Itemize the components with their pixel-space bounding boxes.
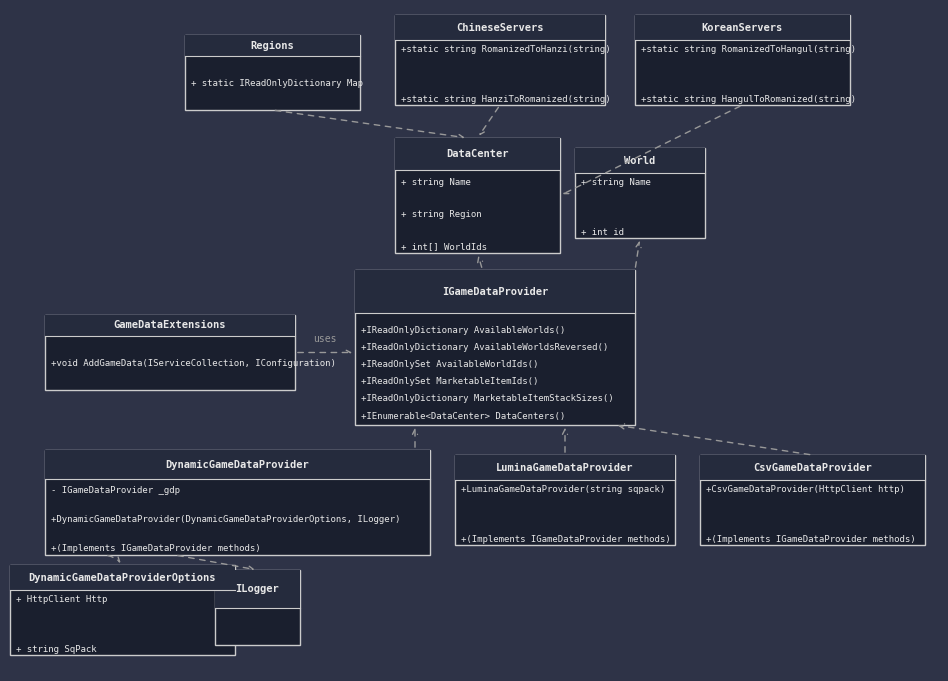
Bar: [395, 15, 605, 40]
Bar: [355, 270, 635, 425]
Text: - IGameDataProvider _gdp: - IGameDataProvider _gdp: [51, 486, 180, 495]
Bar: [45, 315, 295, 390]
Text: +IEnumerable<DataCenter> DataCenters(): +IEnumerable<DataCenter> DataCenters(): [361, 411, 565, 421]
Text: +IReadOnlyDictionary AvailableWorldsReversed(): +IReadOnlyDictionary AvailableWorldsReve…: [361, 343, 609, 352]
Bar: [185, 35, 360, 110]
Text: DynamicGameDataProvider: DynamicGameDataProvider: [166, 460, 309, 470]
Bar: [395, 138, 560, 253]
Bar: [45, 450, 430, 479]
Text: +(Implements IGameDataProvider methods): +(Implements IGameDataProvider methods): [706, 535, 916, 544]
Text: ChineseServers: ChineseServers: [456, 22, 544, 33]
Text: DynamicGameDataProviderOptions: DynamicGameDataProviderOptions: [28, 573, 216, 583]
Text: +void AddGameData(IServiceCollection, IConfiguration): +void AddGameData(IServiceCollection, IC…: [51, 358, 336, 368]
Bar: [215, 570, 300, 645]
Text: IGameDataProvider: IGameDataProvider: [442, 287, 548, 297]
Text: uses: uses: [313, 334, 337, 345]
Text: ILogger: ILogger: [236, 584, 280, 594]
Bar: [700, 455, 925, 545]
Text: GameDataExtensions: GameDataExtensions: [114, 321, 227, 330]
Text: +IReadOnlySet MarketableItemIds(): +IReadOnlySet MarketableItemIds(): [361, 377, 538, 386]
Text: +static string HangulToRomanized(string): +static string HangulToRomanized(string): [641, 95, 856, 104]
Text: + int id: + int id: [581, 228, 624, 237]
Text: +IReadOnlyDictionary AvailableWorlds(): +IReadOnlyDictionary AvailableWorlds(): [361, 326, 565, 334]
Text: +static string HanziToRomanized(string): +static string HanziToRomanized(string): [401, 95, 611, 104]
Text: + string Region: + string Region: [401, 210, 482, 219]
Text: + HttpClient Http: + HttpClient Http: [16, 595, 107, 605]
Text: +LuminaGameDataProvider(string sqpack): +LuminaGameDataProvider(string sqpack): [461, 486, 665, 494]
Bar: [575, 148, 705, 173]
Text: +static string RomanizedToHanzi(string): +static string RomanizedToHanzi(string): [401, 46, 611, 54]
Text: +static string RomanizedToHangul(string): +static string RomanizedToHangul(string): [641, 46, 856, 54]
Bar: [395, 15, 605, 105]
Text: +DynamicGameDataProvider(DynamicGameDataProviderOptions, ILogger): +DynamicGameDataProvider(DynamicGameData…: [51, 516, 400, 524]
Text: + static IReadOnlyDictionary Map: + static IReadOnlyDictionary Map: [191, 78, 363, 87]
Text: + string Name: + string Name: [401, 178, 471, 187]
Text: Regions: Regions: [250, 40, 295, 50]
Text: CsvGameDataProvider: CsvGameDataProvider: [753, 462, 872, 473]
Text: +IReadOnlyDictionary MarketableItemStackSizes(): +IReadOnlyDictionary MarketableItemStack…: [361, 394, 613, 403]
Text: + int[] WorldIds: + int[] WorldIds: [401, 242, 487, 251]
Bar: [455, 455, 675, 480]
Bar: [395, 138, 560, 170]
Text: + string Name: + string Name: [581, 178, 651, 187]
Bar: [10, 565, 235, 655]
Text: DataCenter: DataCenter: [447, 149, 509, 159]
Bar: [635, 15, 850, 40]
Bar: [700, 455, 925, 480]
Bar: [185, 35, 360, 56]
Bar: [215, 570, 300, 607]
Bar: [45, 315, 295, 336]
Bar: [45, 450, 430, 555]
Text: +CsvGameDataProvider(HttpClient http): +CsvGameDataProvider(HttpClient http): [706, 486, 905, 494]
Text: + string SqPack: + string SqPack: [16, 646, 97, 654]
Bar: [455, 455, 675, 545]
Bar: [575, 148, 705, 238]
Text: KoreanServers: KoreanServers: [702, 22, 783, 33]
Bar: [635, 15, 850, 105]
Text: +IReadOnlySet AvailableWorldIds(): +IReadOnlySet AvailableWorldIds(): [361, 360, 538, 369]
Text: +(Implements IGameDataProvider methods): +(Implements IGameDataProvider methods): [461, 535, 670, 544]
Text: World: World: [625, 155, 656, 165]
Bar: [355, 270, 635, 313]
Bar: [10, 565, 235, 590]
Text: LuminaGameDataProvider: LuminaGameDataProvider: [496, 462, 634, 473]
Text: +(Implements IGameDataProvider methods): +(Implements IGameDataProvider methods): [51, 544, 261, 554]
